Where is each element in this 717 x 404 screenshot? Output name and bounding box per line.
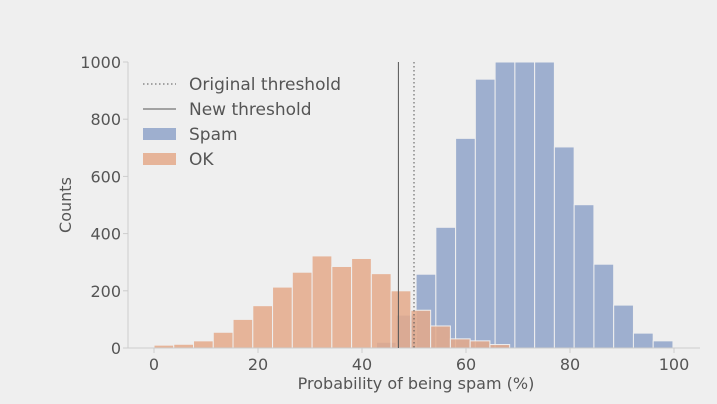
ok-bar <box>490 345 510 348</box>
ok-bar <box>450 339 470 348</box>
legend: Original threshold New threshold Spam OK <box>143 75 341 170</box>
legend-ok-label: OK <box>189 150 214 170</box>
spam-bar <box>614 305 634 348</box>
spam-bar <box>475 79 495 348</box>
ok-bar <box>174 344 194 348</box>
x-tick-label: 20 <box>248 355 268 374</box>
y-tick-label: 800 <box>90 110 121 129</box>
x-tick-label: 80 <box>560 355 580 374</box>
y-tick-label: 0 <box>111 339 121 358</box>
legend-ok-swatch <box>143 153 176 165</box>
legend-original-threshold-label: Original threshold <box>189 75 341 95</box>
legend-spam-swatch <box>143 128 176 140</box>
x-tick-label: 60 <box>456 355 476 374</box>
spam-bar <box>633 333 653 348</box>
ok-bar <box>292 272 312 348</box>
ok-bar <box>352 258 372 348</box>
spam-bar <box>653 341 673 348</box>
y-tick-label: 600 <box>90 167 121 186</box>
spam-bar <box>574 205 594 348</box>
ok-bar <box>470 341 490 348</box>
y-tick-label: 400 <box>90 225 121 244</box>
y-tick-label: 200 <box>90 282 121 301</box>
y-axis-ticks: 0 200 400 600 800 1000 <box>80 53 128 358</box>
spam-bar <box>456 138 476 348</box>
x-axis-ticks: 0 20 40 60 80 100 <box>149 348 689 374</box>
spam-bar <box>495 62 515 348</box>
ok-bar <box>332 266 352 348</box>
ok-bar <box>431 326 451 348</box>
x-tick-label: 40 <box>352 355 372 374</box>
x-tick-label: 0 <box>149 355 159 374</box>
y-tick-label: 1000 <box>80 53 121 72</box>
ok-bar <box>213 332 233 348</box>
y-axis-label: Counts <box>56 177 75 233</box>
x-axis-label: Probability of being spam (%) <box>298 374 535 393</box>
ok-bar <box>194 341 214 348</box>
ok-bar <box>312 256 332 348</box>
spam-bar <box>554 147 574 348</box>
legend-new-threshold-label: New threshold <box>189 100 312 120</box>
ok-bar <box>371 274 391 348</box>
legend-spam-label: Spam <box>189 125 238 145</box>
ok-bar <box>273 287 293 348</box>
spam-bar <box>515 62 535 348</box>
x-tick-label: 100 <box>659 355 690 374</box>
ok-bar <box>233 319 253 348</box>
ok-bar <box>391 291 411 348</box>
ok-bar <box>253 306 273 348</box>
spam-bar <box>594 264 614 348</box>
spam-bar <box>535 62 555 348</box>
